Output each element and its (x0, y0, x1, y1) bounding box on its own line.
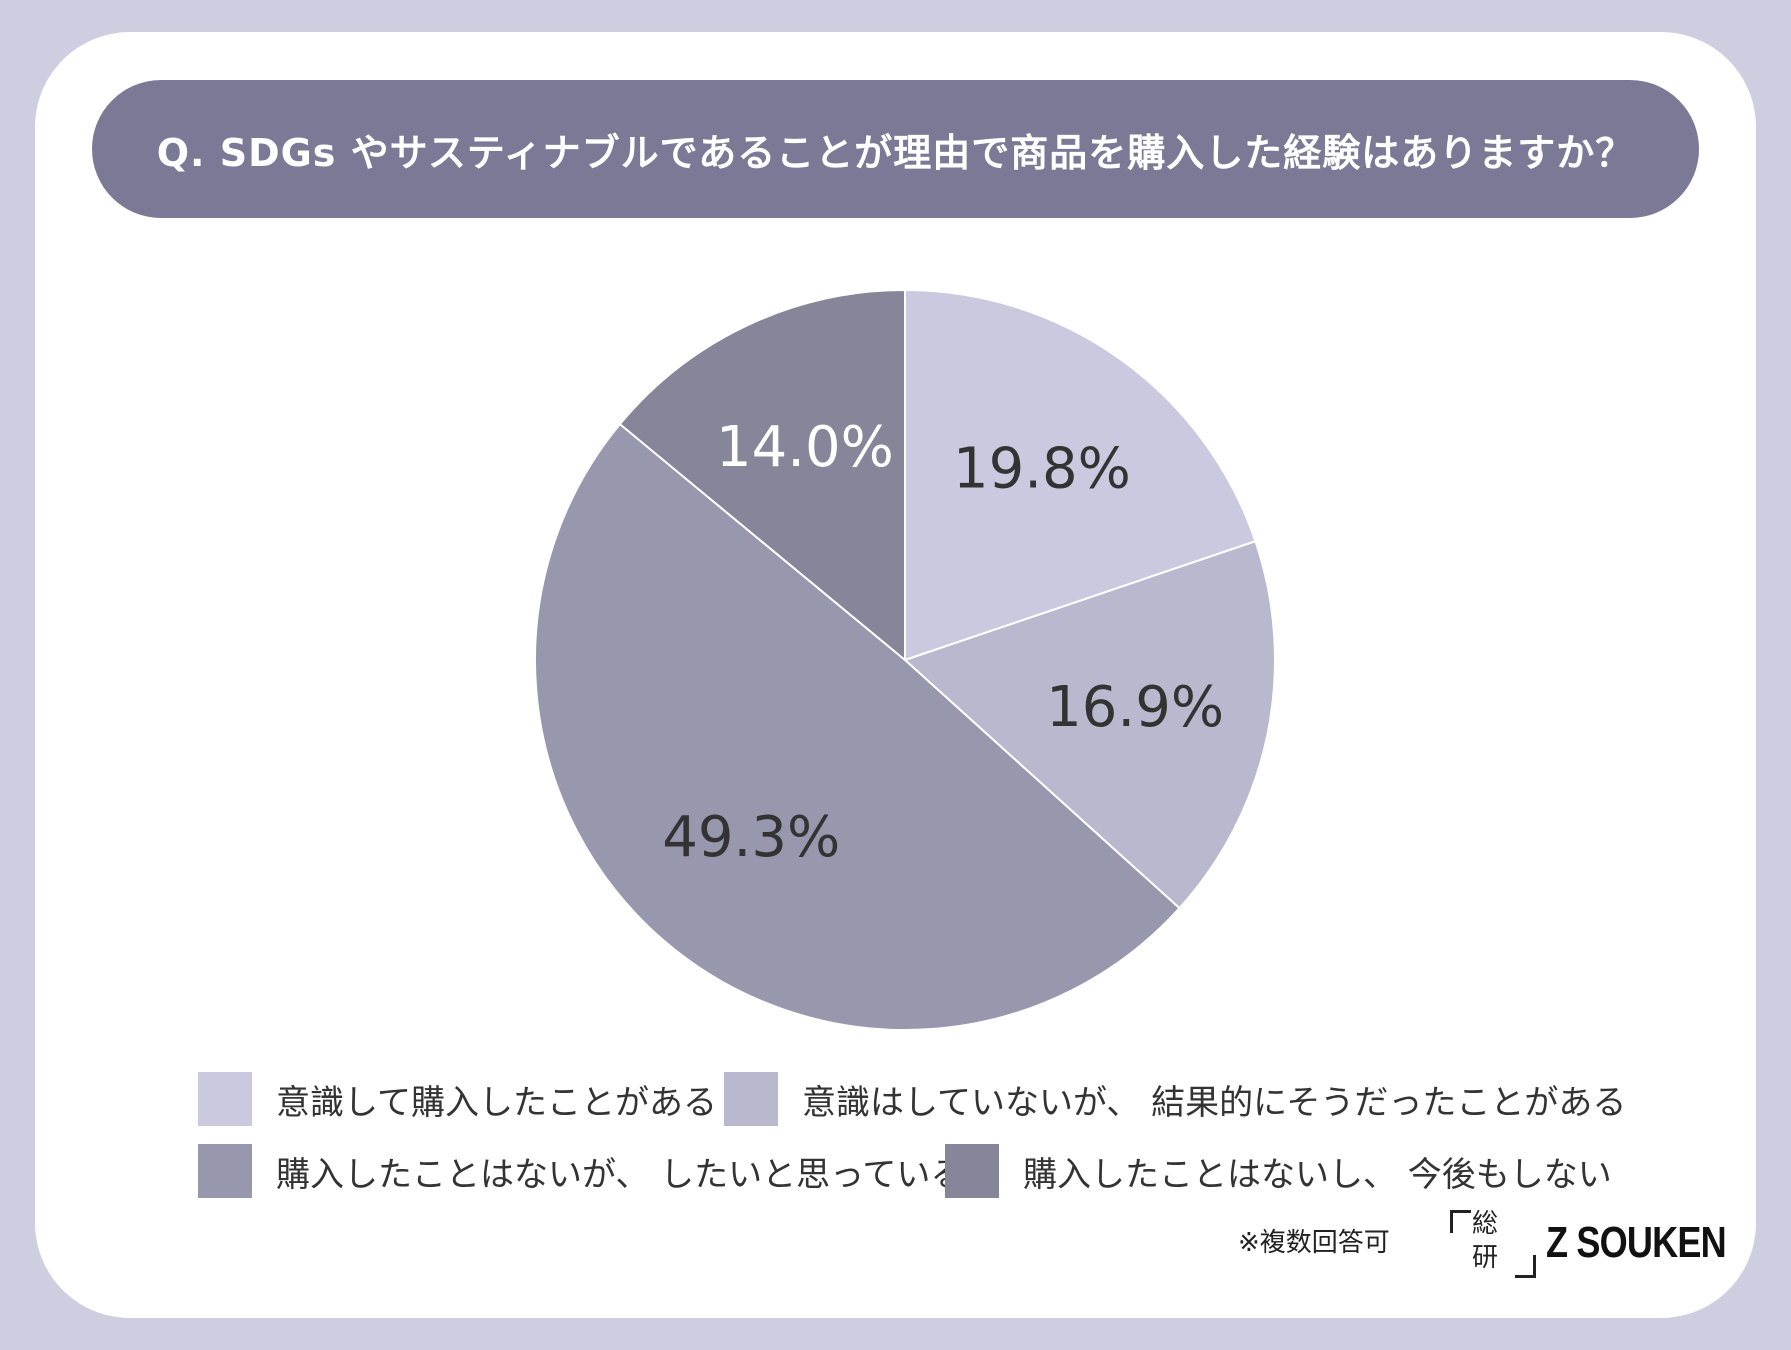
pie-label-4: 14.0% (716, 415, 894, 480)
pie-label-2: 16.9% (1046, 675, 1224, 740)
logo-mark: 総 研 (1450, 1204, 1536, 1284)
pie-slice-4 (618, 288, 906, 663)
pie-slice-1 (904, 288, 1257, 662)
legend-item-2: 意識はしていないが、 結果的にそうだったことがある (724, 1072, 1626, 1126)
logo-text: Z SOUKEN (1546, 1218, 1727, 1267)
legend-label-1: 意識して購入したことがある (276, 1082, 717, 1123)
pie-label-3: 49.3% (662, 805, 840, 870)
legend-item-1: 意識して購入したことがある (198, 1072, 717, 1126)
legend-item-4: 購入したことはないし、 今後もしない (945, 1144, 1612, 1198)
legend-label-4: 購入したことはないし、 今後もしない (1023, 1154, 1612, 1195)
logo-bracket-open (1450, 1210, 1471, 1233)
pie-label-1: 19.8% (953, 437, 1131, 502)
legend-swatch-2 (724, 1072, 778, 1126)
pie-slice-3 (534, 422, 1181, 1031)
logo-kanji-top: 総 (1472, 1209, 1499, 1239)
legend-label-3: 購入したことはないが、 したいと思っている (276, 1154, 965, 1195)
legend-label-2: 意識はしていないが、 結果的にそうだったことがある (802, 1082, 1627, 1123)
logo-kanji-bottom: 研 (1472, 1243, 1499, 1273)
title-bar: Q. SDGs やサスティナブルであることが理由で商品を購入した経験はありますか… (92, 80, 1699, 218)
logo-bracket-close (1515, 1255, 1536, 1278)
z-souken-logo: 総 研 Z SOUKEN (1450, 1204, 1727, 1284)
chart-title: Q. SDGs やサスティナブルであることが理由で商品を購入した経験はありますか… (156, 130, 1635, 175)
footnote: ※複数回答可 (1238, 1228, 1390, 1258)
legend-swatch-4 (945, 1144, 999, 1198)
pie-slice-2 (903, 539, 1276, 910)
legend-swatch-1 (198, 1072, 252, 1126)
legend-item-3: 購入したことはないが、 したいと思っている (198, 1144, 964, 1198)
legend-swatch-3 (198, 1144, 252, 1198)
